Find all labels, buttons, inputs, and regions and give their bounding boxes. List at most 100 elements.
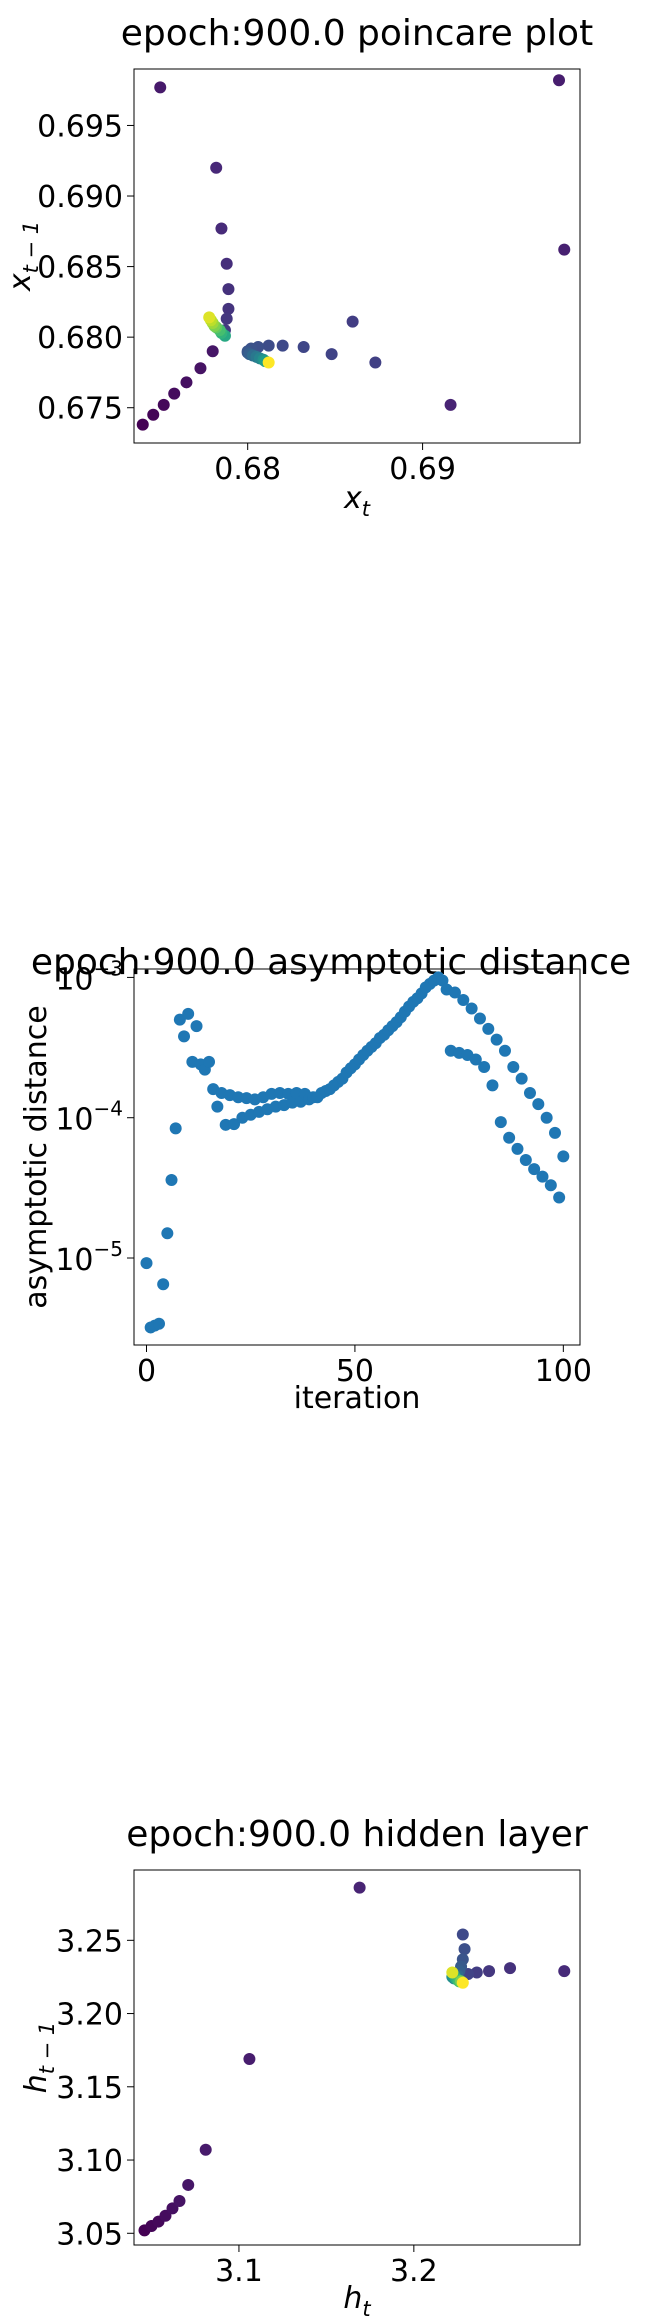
y-tick-label: 10−5	[55, 1237, 123, 1278]
y-tick-label: 3.10	[56, 2144, 123, 2179]
data-point	[436, 974, 449, 987]
y-tick-label: 0.675	[37, 392, 123, 427]
data-point	[262, 356, 275, 369]
data-point	[243, 2052, 256, 2065]
data-point	[165, 1173, 178, 1186]
data-point	[157, 398, 170, 411]
data-point	[325, 348, 338, 361]
plot-frame	[133, 1869, 581, 2246]
x-tick-label: 0	[137, 1354, 156, 1389]
data-point	[136, 418, 149, 431]
x-axis-label: ht	[343, 2281, 371, 2321]
data-point	[346, 315, 359, 328]
data-point	[194, 362, 207, 375]
data-point	[486, 1079, 499, 1092]
data-point	[228, 1118, 241, 1131]
data-point	[297, 341, 310, 354]
x-axis-label: xt	[343, 481, 371, 521]
data-point	[528, 1163, 541, 1176]
data-point	[180, 376, 193, 389]
chart-3: epoch:900.0 hidden layer 3.1 3.2 3.05 3.10 3.…	[19, 1814, 588, 2321]
data-point	[532, 1098, 545, 1111]
data-point	[494, 1116, 507, 1129]
y-axis-label: ht − 1	[19, 2022, 59, 2094]
data-point	[511, 1142, 524, 1155]
data-point	[215, 222, 228, 235]
data-point	[140, 1257, 153, 1270]
x-tick-label: 3.1	[215, 2254, 263, 2289]
x-tick-label: 0.68	[214, 452, 281, 487]
data-point	[469, 1053, 482, 1066]
data-point	[540, 1111, 553, 1124]
data-point	[199, 2143, 212, 2156]
y-tick-label: 3.25	[56, 1924, 123, 1959]
data-point	[523, 1087, 536, 1100]
chart-1: epoch:900.0 poincare plot 0.68 0.69 0.675 0.…	[3, 13, 593, 521]
data-point	[515, 1072, 528, 1085]
plot-frame	[133, 968, 581, 1346]
data-point	[178, 1030, 191, 1043]
chart-title: epoch:900.0 asymptotic distance	[31, 942, 631, 983]
x-axis-label: iteration	[294, 1381, 421, 1416]
data-point	[262, 339, 275, 352]
data-point	[458, 1943, 471, 1956]
y-tick-label: 3.20	[56, 1998, 123, 2033]
y-tick-label: 3.05	[56, 2217, 123, 2252]
data-point	[553, 1191, 566, 1204]
data-point	[182, 2178, 195, 2191]
data-point	[473, 1012, 486, 1025]
data-point	[157, 1278, 170, 1291]
data-points	[138, 1881, 571, 2237]
x-tick-label: 100	[535, 1354, 592, 1389]
y-tick-label: 3.15	[56, 2071, 123, 2106]
data-point	[456, 1976, 469, 1989]
data-point	[211, 1100, 224, 1113]
x-tick-label: 50	[336, 1354, 374, 1389]
data-point	[161, 1227, 174, 1240]
data-point	[544, 1179, 557, 1192]
data-point	[446, 1966, 459, 1979]
y-axis-label: xt − 1	[3, 221, 43, 292]
data-point	[210, 161, 223, 174]
data-point	[536, 1170, 549, 1183]
data-point	[182, 1007, 195, 1020]
plot-frame	[133, 68, 581, 444]
data-point	[548, 1126, 561, 1139]
data-point	[483, 1965, 496, 1978]
data-point	[558, 1965, 571, 1978]
data-point	[448, 986, 461, 999]
data-point	[557, 1150, 570, 1163]
data-point	[173, 1013, 186, 1026]
data-point	[222, 302, 235, 315]
data-point	[490, 1033, 503, 1046]
y-tick-label: 0.690	[37, 180, 123, 215]
data-point	[220, 257, 233, 270]
data-point	[222, 283, 235, 296]
data-point	[203, 1055, 216, 1068]
data-point	[482, 1022, 495, 1035]
data-point	[558, 243, 571, 256]
chart-title: epoch:900.0 hidden layer	[126, 1814, 588, 1855]
data-point	[444, 398, 457, 411]
data-point	[173, 2195, 186, 2208]
data-point	[153, 1317, 166, 1330]
x-tick-label: 0.69	[389, 452, 456, 487]
y-tick-label: 0.685	[37, 251, 123, 286]
data-point	[553, 74, 566, 87]
y-tick-label: 10−3	[55, 956, 123, 997]
data-points	[136, 74, 571, 431]
data-points	[140, 971, 570, 1334]
data-point	[353, 1881, 366, 1894]
data-point	[206, 345, 219, 358]
y-tick-label: 0.680	[37, 321, 123, 356]
data-point	[503, 1131, 516, 1144]
y-axis-label: asymptotic distance	[19, 1005, 54, 1308]
x-tick-label: 3.2	[390, 2254, 438, 2289]
y-tick-label: 0.695	[37, 109, 123, 144]
data-point	[457, 994, 470, 1007]
data-point	[276, 339, 289, 352]
data-point	[478, 1060, 491, 1073]
y-tick-label: 10−4	[55, 1097, 123, 1138]
data-point	[190, 1020, 203, 1033]
